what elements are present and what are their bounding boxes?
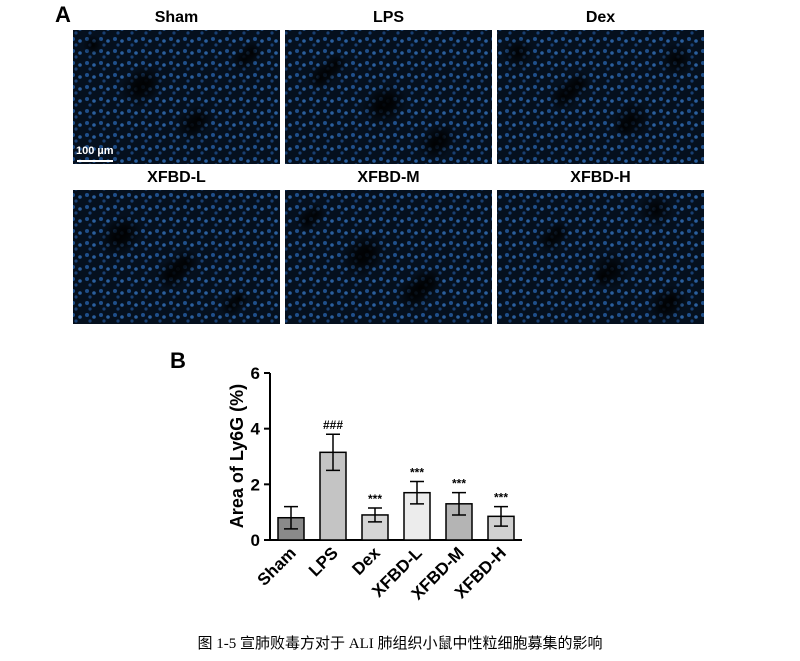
y-tick-label: 0: [251, 531, 260, 550]
y-tick-label: 2: [251, 475, 260, 494]
x-tick-label: Sham: [254, 543, 300, 589]
airspace: [614, 117, 634, 137]
panel-label: B: [170, 348, 186, 373]
airspace: [341, 239, 379, 277]
airspace: [83, 35, 103, 55]
airspace: [307, 65, 333, 91]
significance: ###: [323, 418, 343, 432]
airspace: [639, 193, 673, 227]
airspace: [593, 267, 613, 287]
image-label: XFBD-H: [570, 169, 630, 186]
panel-label: A: [55, 2, 71, 27]
airspace: [362, 89, 400, 127]
y-tick-label: 4: [251, 420, 261, 439]
error-bar: [410, 480, 424, 505]
airspace: [220, 295, 242, 317]
airspace: [648, 291, 680, 323]
image-label: XFBD-M: [357, 169, 419, 186]
image-label: Dex: [586, 9, 615, 26]
significance: ***: [452, 477, 466, 491]
significance: ***: [410, 466, 424, 480]
airspace: [232, 47, 256, 71]
airspace: [99, 221, 135, 257]
airspace: [418, 129, 450, 161]
significance: ***: [494, 491, 508, 505]
error-bar: [452, 491, 466, 516]
airspace: [397, 279, 429, 311]
x-tick-label: LPS: [305, 543, 342, 580]
airspace: [660, 43, 694, 77]
error-bar: [284, 505, 298, 530]
image-grid: Sham LPS Dex XFBD-L XFBD-M XFBD-H 100 µm: [73, 9, 704, 324]
y-axis-label: Area of Ly6G (%): [227, 384, 247, 528]
caption: 图 1-5 宣肺败毒方对于 ALI 肺组织小鼠中性粒细胞募集的影响: [198, 635, 603, 652]
y-tick-label: 6: [251, 364, 260, 383]
airspace: [295, 209, 319, 233]
airspace: [120, 71, 156, 107]
airspace: [502, 37, 534, 69]
error-bar: [494, 505, 508, 527]
significance: ***: [368, 492, 382, 506]
image-label: XFBD-L: [147, 169, 206, 186]
airspace: [537, 227, 563, 253]
image-label: Sham: [155, 9, 199, 26]
airspace: [155, 261, 185, 291]
airspace: [549, 83, 577, 111]
error-bar: [368, 507, 382, 523]
x-tick-label: Dex: [348, 543, 384, 579]
airspace: [176, 111, 206, 141]
error-bar: [326, 433, 340, 472]
scale-bar-label: 100 µm: [76, 145, 114, 157]
image-label: LPS: [373, 9, 404, 26]
